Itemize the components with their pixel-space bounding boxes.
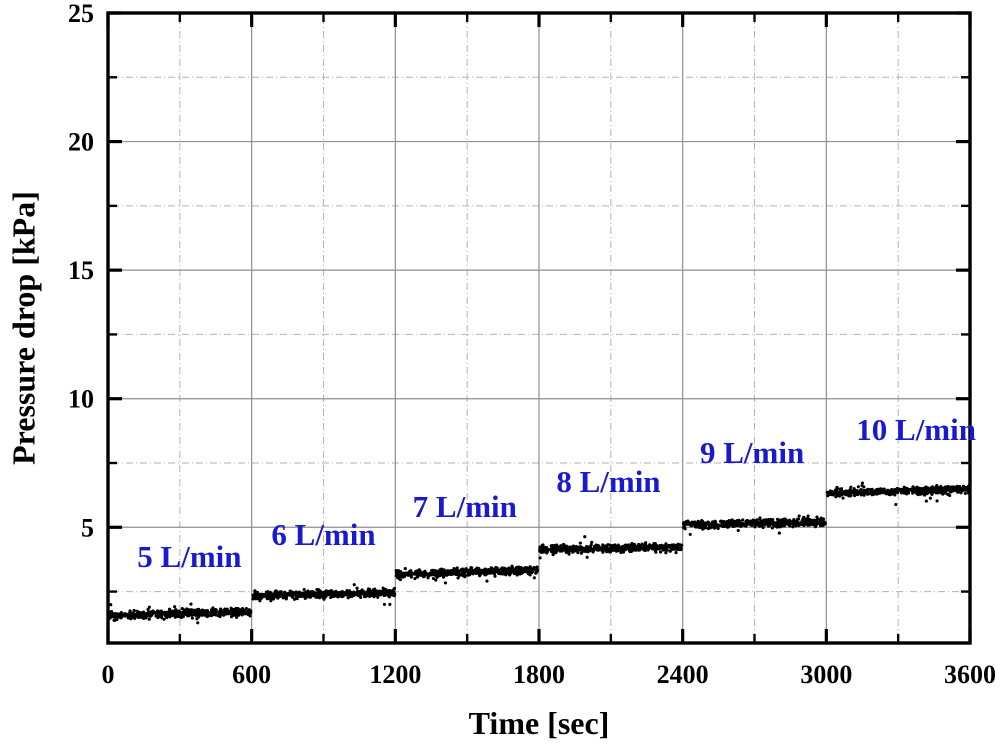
data-points	[108, 481, 971, 625]
scatter-band-9-lpm	[682, 514, 827, 536]
y-tick-label: 5	[81, 513, 94, 542]
flow-rate-label-10-lpm: 10 L/min	[856, 411, 976, 447]
x-tick-label: 1200	[369, 660, 421, 689]
x-tick-label: 1800	[513, 660, 565, 689]
x-tick-label: 3600	[944, 660, 996, 689]
y-tick-label: 15	[68, 256, 94, 285]
flow-rate-label-7-lpm: 7 L/min	[412, 488, 517, 524]
y-tick-labels: 5 10 15 20 25	[68, 0, 94, 542]
x-tick-label: 0	[102, 660, 115, 689]
scatter-band-10-lpm	[825, 481, 971, 507]
y-tick-label: 25	[68, 0, 94, 28]
plot-frame	[106, 11, 972, 645]
y-tick-label: 10	[68, 385, 94, 414]
flow-rate-label-8-lpm: 8 L/min	[556, 464, 661, 500]
scatter-band-8-lpm	[538, 535, 684, 560]
flow-rate-label-5-lpm: 5 L/min	[137, 538, 242, 574]
y-tick-label: 20	[68, 128, 94, 157]
x-tick-labels: 0 600 1200 1800 2400 3000 3600	[102, 660, 997, 689]
scatter-band-5-lpm	[108, 602, 253, 625]
x-tick-label: 3000	[800, 660, 852, 689]
x-axis-title: Time [sec]	[468, 705, 610, 741]
flow-rate-label-6-lpm: 6 L/min	[271, 517, 376, 552]
x-tick-label: 2400	[657, 660, 709, 689]
scatter-band-7-lpm	[394, 564, 540, 585]
gridlines	[108, 13, 970, 643]
scatter-band-6-lpm	[251, 583, 397, 606]
flow-rate-label-9-lpm: 9 L/min	[699, 434, 805, 470]
y-axis-title: Pressure drop [kPa]	[5, 191, 42, 465]
x-tick-label: 600	[232, 660, 271, 689]
